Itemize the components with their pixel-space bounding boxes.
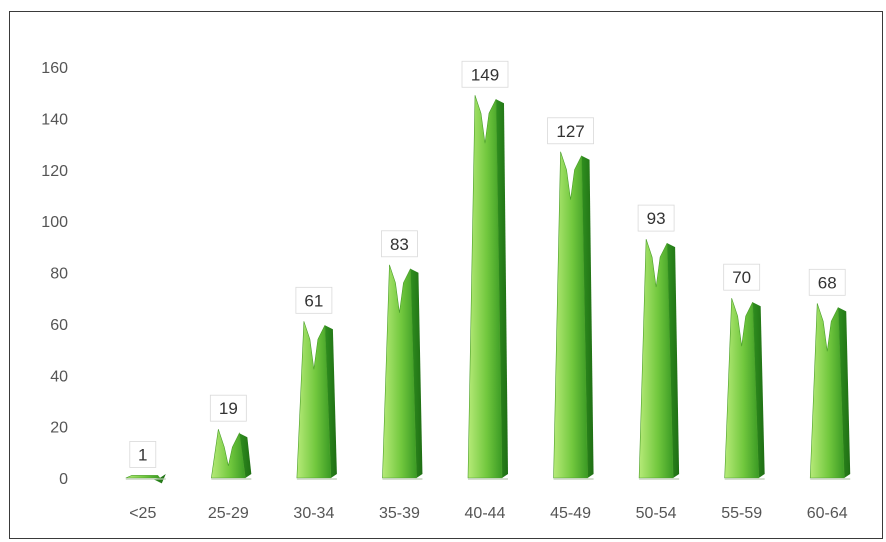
y-tick-label: 100 xyxy=(41,214,68,231)
data-label-box xyxy=(381,230,418,258)
bar-side xyxy=(838,307,851,478)
data-label: 93 xyxy=(647,209,666,228)
y-tick-label: 80 xyxy=(50,266,68,283)
y-tick-label: 40 xyxy=(50,368,68,385)
data-label: 70 xyxy=(732,268,751,287)
data-label: 68 xyxy=(818,273,837,292)
y-tick-label: 160 xyxy=(41,60,68,77)
bar-40-44 xyxy=(467,95,503,479)
bar-base xyxy=(468,478,508,480)
bar-base xyxy=(382,478,423,480)
bar-side xyxy=(752,302,765,478)
y-tick-label: 120 xyxy=(41,163,68,180)
bar-base xyxy=(724,478,765,480)
y-tick-label: 140 xyxy=(41,111,68,128)
data-label: 83 xyxy=(390,235,409,254)
bar-side xyxy=(410,268,423,478)
bars-group xyxy=(125,95,851,484)
bar-side xyxy=(667,243,680,478)
bar-base xyxy=(810,478,851,480)
bar-60-64 xyxy=(809,303,845,479)
x-tick-label: 25-29 xyxy=(208,505,249,522)
data-labels: 1 19 61 83 149 127 93 70 68 xyxy=(129,60,846,468)
bar-base xyxy=(125,478,166,480)
x-tick-label: 50-54 xyxy=(636,505,677,522)
bar-25-29 xyxy=(210,429,246,479)
x-tick-label: 45-49 xyxy=(550,505,591,522)
bar-55-59 xyxy=(724,298,759,479)
x-axis-ticks: <25 25-29 30-34 35-39 40-44 45-49 50-54 55-59 60… xyxy=(129,505,848,522)
data-label-box xyxy=(723,263,761,291)
y-tick-label: 20 xyxy=(50,420,68,437)
data-label-box xyxy=(209,394,247,422)
y-tick-label: 60 xyxy=(50,317,68,334)
data-label-box xyxy=(637,204,675,232)
x-tick-label: 35-39 xyxy=(379,505,420,522)
bar-side xyxy=(239,433,252,478)
bar-30-34 xyxy=(296,321,332,479)
data-label-box xyxy=(547,117,594,145)
x-tick-label: <25 xyxy=(129,505,156,522)
y-axis-ticks: 0 20 40 60 80 100 120 140 160 xyxy=(41,60,68,488)
data-label-box xyxy=(295,286,333,314)
bar-base xyxy=(553,478,594,480)
bar-base xyxy=(296,478,337,480)
bar-side xyxy=(581,155,594,479)
data-label: 61 xyxy=(304,291,323,310)
data-label: 1 xyxy=(138,445,147,464)
x-tick-label: 55-59 xyxy=(721,505,762,522)
bar-<25 xyxy=(125,475,161,479)
bar-base xyxy=(211,478,252,480)
bar-side xyxy=(496,99,508,478)
data-label-box xyxy=(808,268,846,296)
bar-35-39 xyxy=(382,264,417,479)
bar-side xyxy=(324,325,337,478)
x-tick-label: 60-64 xyxy=(807,505,848,522)
data-label: 149 xyxy=(471,65,499,84)
data-label: 127 xyxy=(556,122,584,141)
bar-base xyxy=(639,478,680,480)
data-label: 19 xyxy=(219,399,238,418)
x-tick-label: 30-34 xyxy=(293,505,334,522)
data-label-box xyxy=(461,60,509,88)
y-tick-label: 0 xyxy=(59,471,68,488)
x-tick-label: 40-44 xyxy=(465,505,506,522)
data-label-box xyxy=(129,441,157,468)
bar-50-54 xyxy=(638,239,674,479)
bar-45-49 xyxy=(553,151,588,479)
